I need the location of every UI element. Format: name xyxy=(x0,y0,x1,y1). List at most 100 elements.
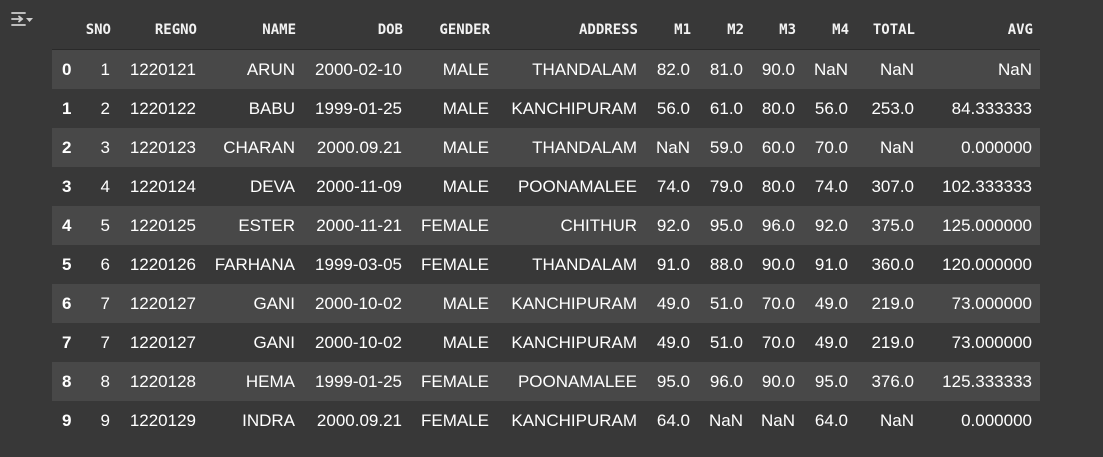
cell-name: ARUN xyxy=(246,59,295,79)
cell-m3: 80.0 xyxy=(761,98,795,118)
cell-m2: 96.0 xyxy=(709,371,743,391)
cell-regno: 1220121 xyxy=(129,59,196,79)
cell-m1: NaN xyxy=(655,137,690,157)
cell-gender: FEMALE xyxy=(420,215,489,235)
cell-dob: 1999-01-25 xyxy=(315,371,402,391)
cell-m2: 51.0 xyxy=(709,293,743,313)
cell-m3: NaN xyxy=(760,410,795,430)
column-header-m3: M3 xyxy=(751,10,803,50)
cell-name: GANI xyxy=(253,332,295,352)
column-header-m1: M1 xyxy=(645,10,698,50)
cell-total: NaN xyxy=(879,410,914,430)
table-row: 4 5 1220125 ESTER 2000-11-21 FEMALE CHITHUR 92.… xyxy=(52,206,1040,245)
cell-total: 360.0 xyxy=(871,254,914,274)
cell-address: CHITHUR xyxy=(560,215,638,235)
cell-gender: FEMALE xyxy=(420,371,489,391)
cell-address: KANCHIPURAM xyxy=(511,293,637,313)
cell-m1: 64.0 xyxy=(656,410,690,430)
cell-total: 253.0 xyxy=(871,98,914,118)
table-body: 0 1 1220121 ARUN 2000-02-10 MALE THANDALAM 82.0… xyxy=(52,49,1040,440)
cell-regno: 1220127 xyxy=(129,293,196,313)
cell-total: 219.0 xyxy=(871,293,914,313)
cell-dob: 2000-11-21 xyxy=(316,215,402,235)
cell-m2: 79.0 xyxy=(709,176,743,196)
cell-m3: 96.0 xyxy=(761,215,795,235)
cell-m4: 92.0 xyxy=(814,215,848,235)
cell-sno: 9 xyxy=(100,410,110,430)
cell-m1: 56.0 xyxy=(656,98,690,118)
cell-m1: 49.0 xyxy=(656,332,690,352)
cell-sno: 3 xyxy=(100,137,110,157)
cell-index: 1 xyxy=(62,98,72,118)
cell-gender: FEMALE xyxy=(420,254,489,274)
cell-dob: 2000-10-02 xyxy=(315,332,402,352)
cell-m4: 56.0 xyxy=(814,98,848,118)
column-header-address: ADDRESS xyxy=(497,10,645,50)
cell-name: GANI xyxy=(253,293,295,313)
cell-name: ESTER xyxy=(238,215,295,235)
cell-m1: 95.0 xyxy=(656,371,690,391)
cell-name: INDRA xyxy=(242,410,295,430)
cell-gender: FEMALE xyxy=(420,410,489,430)
column-header-m4: M4 xyxy=(803,10,856,50)
cell-dob: 1999-03-05 xyxy=(315,254,402,274)
cell-gender: MALE xyxy=(442,176,489,196)
cell-regno: 1220128 xyxy=(129,371,196,391)
column-header-total: TOTAL xyxy=(856,10,922,50)
cell-m4: 49.0 xyxy=(814,293,848,313)
column-header-sno: SNO xyxy=(80,10,118,50)
cell-name: FARHANA xyxy=(214,254,295,274)
column-header-gender: GENDER xyxy=(410,10,497,50)
cell-m2: 95.0 xyxy=(709,215,743,235)
cell-address: KANCHIPURAM xyxy=(511,332,637,352)
table-row: 8 8 1220128 HEMA 1999-01-25 FEMALE POONAMALEE 9… xyxy=(52,362,1040,401)
cell-sno: 8 xyxy=(100,371,110,391)
cell-gender: MALE xyxy=(442,137,489,157)
cell-dob: 2000-02-10 xyxy=(315,59,402,79)
cell-address: POONAMALEE xyxy=(517,371,637,391)
cell-avg: 84.333333 xyxy=(951,98,1032,118)
cell-gender: MALE xyxy=(442,293,489,313)
cell-m3: 70.0 xyxy=(761,332,795,352)
cell-index: 8 xyxy=(62,371,72,391)
cell-gender: MALE xyxy=(442,98,489,118)
cell-m2: 81.0 xyxy=(709,59,743,79)
cell-avg: 125.000000 xyxy=(942,215,1032,235)
cell-index: 3 xyxy=(62,176,72,196)
cell-address: KANCHIPURAM xyxy=(511,98,637,118)
cell-gender: MALE xyxy=(442,332,489,352)
cell-m4: 70.0 xyxy=(814,137,848,157)
cell-address: THANDALAM xyxy=(532,137,637,157)
table-row: 1 2 1220122 BABU 1999-01-25 MALE KANCHIPURAM 56… xyxy=(52,89,1040,128)
column-header-dob: DOB xyxy=(303,10,410,50)
cell-sno: 7 xyxy=(100,293,110,313)
cell-address: THANDALAM xyxy=(532,254,637,274)
cell-m3: 70.0 xyxy=(761,293,795,313)
cell-total: NaN xyxy=(879,59,914,79)
cell-avg: 0.000000 xyxy=(961,137,1032,157)
cell-index: 9 xyxy=(62,410,72,430)
cell-m1: 82.0 xyxy=(656,59,690,79)
cell-m4: 74.0 xyxy=(814,176,848,196)
cell-name: BABU xyxy=(248,98,295,118)
cell-avg: 102.333333 xyxy=(942,176,1032,196)
cell-regno: 1220124 xyxy=(129,176,196,196)
cell-m2: 51.0 xyxy=(709,332,743,352)
cell-total: 307.0 xyxy=(871,176,914,196)
cell-regno: 1220122 xyxy=(129,98,196,118)
table-row: 0 1 1220121 ARUN 2000-02-10 MALE THANDALAM 82.0… xyxy=(52,49,1040,89)
cell-index: 6 xyxy=(62,293,72,313)
cell-regno: 1220125 xyxy=(129,215,196,235)
output-actions-icon[interactable] xyxy=(9,9,35,33)
cell-name: CHARAN xyxy=(223,137,295,157)
cell-m3: 90.0 xyxy=(761,371,795,391)
cell-m2: 59.0 xyxy=(709,137,743,157)
cell-regno: 1220127 xyxy=(129,332,196,352)
cell-avg: 125.333333 xyxy=(942,371,1032,391)
cell-m4: 95.0 xyxy=(814,371,848,391)
cell-m2: NaN xyxy=(708,410,743,430)
cell-sno: 5 xyxy=(100,215,110,235)
cell-total: 376.0 xyxy=(871,371,914,391)
table-row: 2 3 1220123 CHARAN 2000.09.21 MALE THANDALAM Na… xyxy=(52,128,1040,167)
cell-m2: 61.0 xyxy=(709,98,743,118)
